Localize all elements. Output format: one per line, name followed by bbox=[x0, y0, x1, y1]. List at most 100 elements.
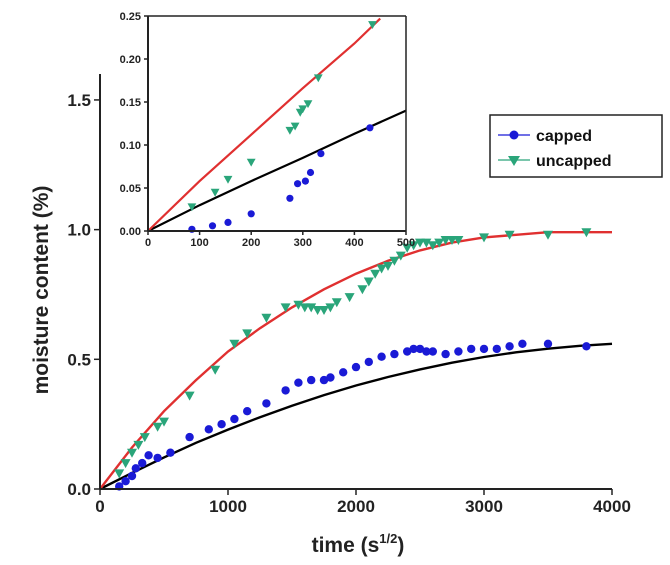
main-point-uncapped bbox=[479, 233, 489, 243]
main-point-uncapped bbox=[415, 238, 425, 248]
main-point-uncapped bbox=[440, 236, 451, 245]
inset-background bbox=[148, 16, 406, 231]
main-point-capped bbox=[339, 368, 348, 377]
main-point-uncapped bbox=[408, 241, 419, 251]
main-point-uncapped bbox=[370, 269, 381, 279]
x-axis-title: time (s1/2) bbox=[312, 531, 405, 557]
legend-uncapped-label: uncapped bbox=[536, 153, 612, 170]
main-point-capped bbox=[492, 344, 501, 354]
main-point-uncapped bbox=[383, 261, 393, 271]
main-point-capped bbox=[281, 386, 290, 395]
main-point-capped bbox=[409, 344, 418, 354]
main-x-tick-label: 0 bbox=[95, 497, 104, 516]
x-axis-title-sup: 1/2 bbox=[379, 531, 397, 546]
main-y-tick-label: 0.5 bbox=[67, 350, 91, 369]
main-point-capped bbox=[467, 344, 476, 354]
main-point-uncapped bbox=[242, 329, 253, 339]
inset-point-uncapped bbox=[290, 122, 300, 131]
inset-point-capped bbox=[286, 194, 294, 202]
legend-box bbox=[489, 114, 663, 178]
inset-x-tick-label: 400 bbox=[345, 237, 363, 249]
main-point-uncapped bbox=[312, 306, 323, 315]
main-point-capped bbox=[326, 373, 335, 382]
main-point-uncapped bbox=[376, 264, 387, 274]
inset-point-capped bbox=[317, 150, 325, 158]
main-point-capped bbox=[294, 378, 303, 387]
main-point-uncapped bbox=[114, 469, 125, 479]
main-point-capped bbox=[428, 347, 437, 356]
main-point-uncapped bbox=[543, 230, 553, 240]
main-x-tick-label: 4000 bbox=[593, 497, 631, 516]
legend-uncapped-marker bbox=[508, 156, 520, 166]
inset-point-uncapped bbox=[368, 21, 377, 29]
main-point-capped bbox=[390, 349, 399, 359]
inset-point-capped bbox=[366, 124, 374, 132]
main-point-capped bbox=[121, 477, 130, 486]
main-point-capped bbox=[422, 347, 431, 356]
main-point-capped bbox=[364, 357, 373, 367]
inset-point-capped bbox=[301, 177, 309, 185]
main-point-capped bbox=[131, 464, 140, 473]
inset-y-tick-label: 0.10 bbox=[120, 140, 141, 152]
main-point-capped bbox=[243, 407, 252, 416]
inset-y-tick-label: 0.15 bbox=[120, 97, 141, 109]
main-point-uncapped bbox=[306, 303, 317, 313]
main-point-uncapped bbox=[421, 238, 432, 248]
main-x-tick-label: 3000 bbox=[465, 497, 503, 516]
inset-x-tick-label: 200 bbox=[242, 237, 260, 249]
inset-point-capped bbox=[306, 168, 315, 177]
inset-point-capped bbox=[247, 210, 255, 218]
inset-x-tick-label: 100 bbox=[190, 237, 208, 249]
main-point-capped bbox=[138, 458, 147, 468]
main-point-uncapped bbox=[434, 238, 445, 248]
inset-plot-area: 0 100 200 300 400 500 0.00 0.05 0.10 0.15 0.20 0.25 bbox=[120, 11, 416, 249]
main-point-uncapped bbox=[453, 236, 464, 245]
inset-point-uncapped bbox=[246, 158, 256, 167]
main-fit-uncapped bbox=[99, 230, 612, 490]
x-axis-title-main: time (s bbox=[312, 534, 380, 557]
inset-point-uncapped bbox=[187, 203, 197, 212]
main-point-uncapped bbox=[357, 285, 368, 295]
main-point-capped bbox=[351, 362, 361, 372]
main-point-uncapped bbox=[184, 391, 195, 401]
main-point-uncapped bbox=[139, 433, 150, 443]
main-point-capped bbox=[479, 344, 489, 354]
main-point-uncapped bbox=[363, 277, 374, 287]
main-point-uncapped bbox=[293, 300, 304, 310]
main-point-uncapped bbox=[127, 448, 137, 458]
y-axis-title: moisture content (%) bbox=[30, 186, 53, 395]
legend-capped-marker bbox=[509, 130, 519, 140]
inset-y-tick-label: 0.25 bbox=[120, 11, 141, 23]
inset-y-tick-label: 0.20 bbox=[120, 54, 141, 66]
main-point-capped bbox=[319, 375, 329, 385]
main-x-tick-label: 2000 bbox=[337, 497, 375, 516]
main-point-capped bbox=[262, 399, 271, 408]
main-point-capped bbox=[166, 448, 175, 457]
main-point-uncapped bbox=[395, 251, 406, 261]
inset-point-uncapped bbox=[285, 126, 295, 135]
main-point-uncapped bbox=[389, 256, 400, 266]
main-point-uncapped bbox=[261, 313, 272, 323]
inset-point-capped bbox=[224, 218, 232, 226]
inset-point-uncapped bbox=[303, 100, 313, 109]
main-point-uncapped bbox=[402, 243, 413, 253]
main-point-capped bbox=[415, 344, 425, 354]
inset-x-tick-label: 500 bbox=[397, 237, 415, 249]
main-point-uncapped bbox=[325, 303, 336, 313]
x-axis-title-close: ) bbox=[397, 534, 404, 557]
main-point-uncapped bbox=[229, 339, 240, 349]
main-point-uncapped bbox=[159, 417, 169, 427]
main-point-capped bbox=[144, 451, 153, 460]
inset-x-tick-label: 0 bbox=[145, 237, 151, 249]
inset-fit-uncapped bbox=[147, 17, 381, 232]
main-point-uncapped bbox=[120, 459, 131, 469]
inset-point-uncapped bbox=[223, 175, 233, 184]
main-y-tick-label: 0.0 bbox=[67, 480, 91, 499]
main-point-capped bbox=[454, 347, 463, 356]
main-point-uncapped bbox=[504, 230, 515, 240]
main-point-uncapped bbox=[447, 236, 457, 245]
main-point-capped bbox=[230, 414, 239, 424]
legend: capped uncapped bbox=[489, 114, 663, 178]
